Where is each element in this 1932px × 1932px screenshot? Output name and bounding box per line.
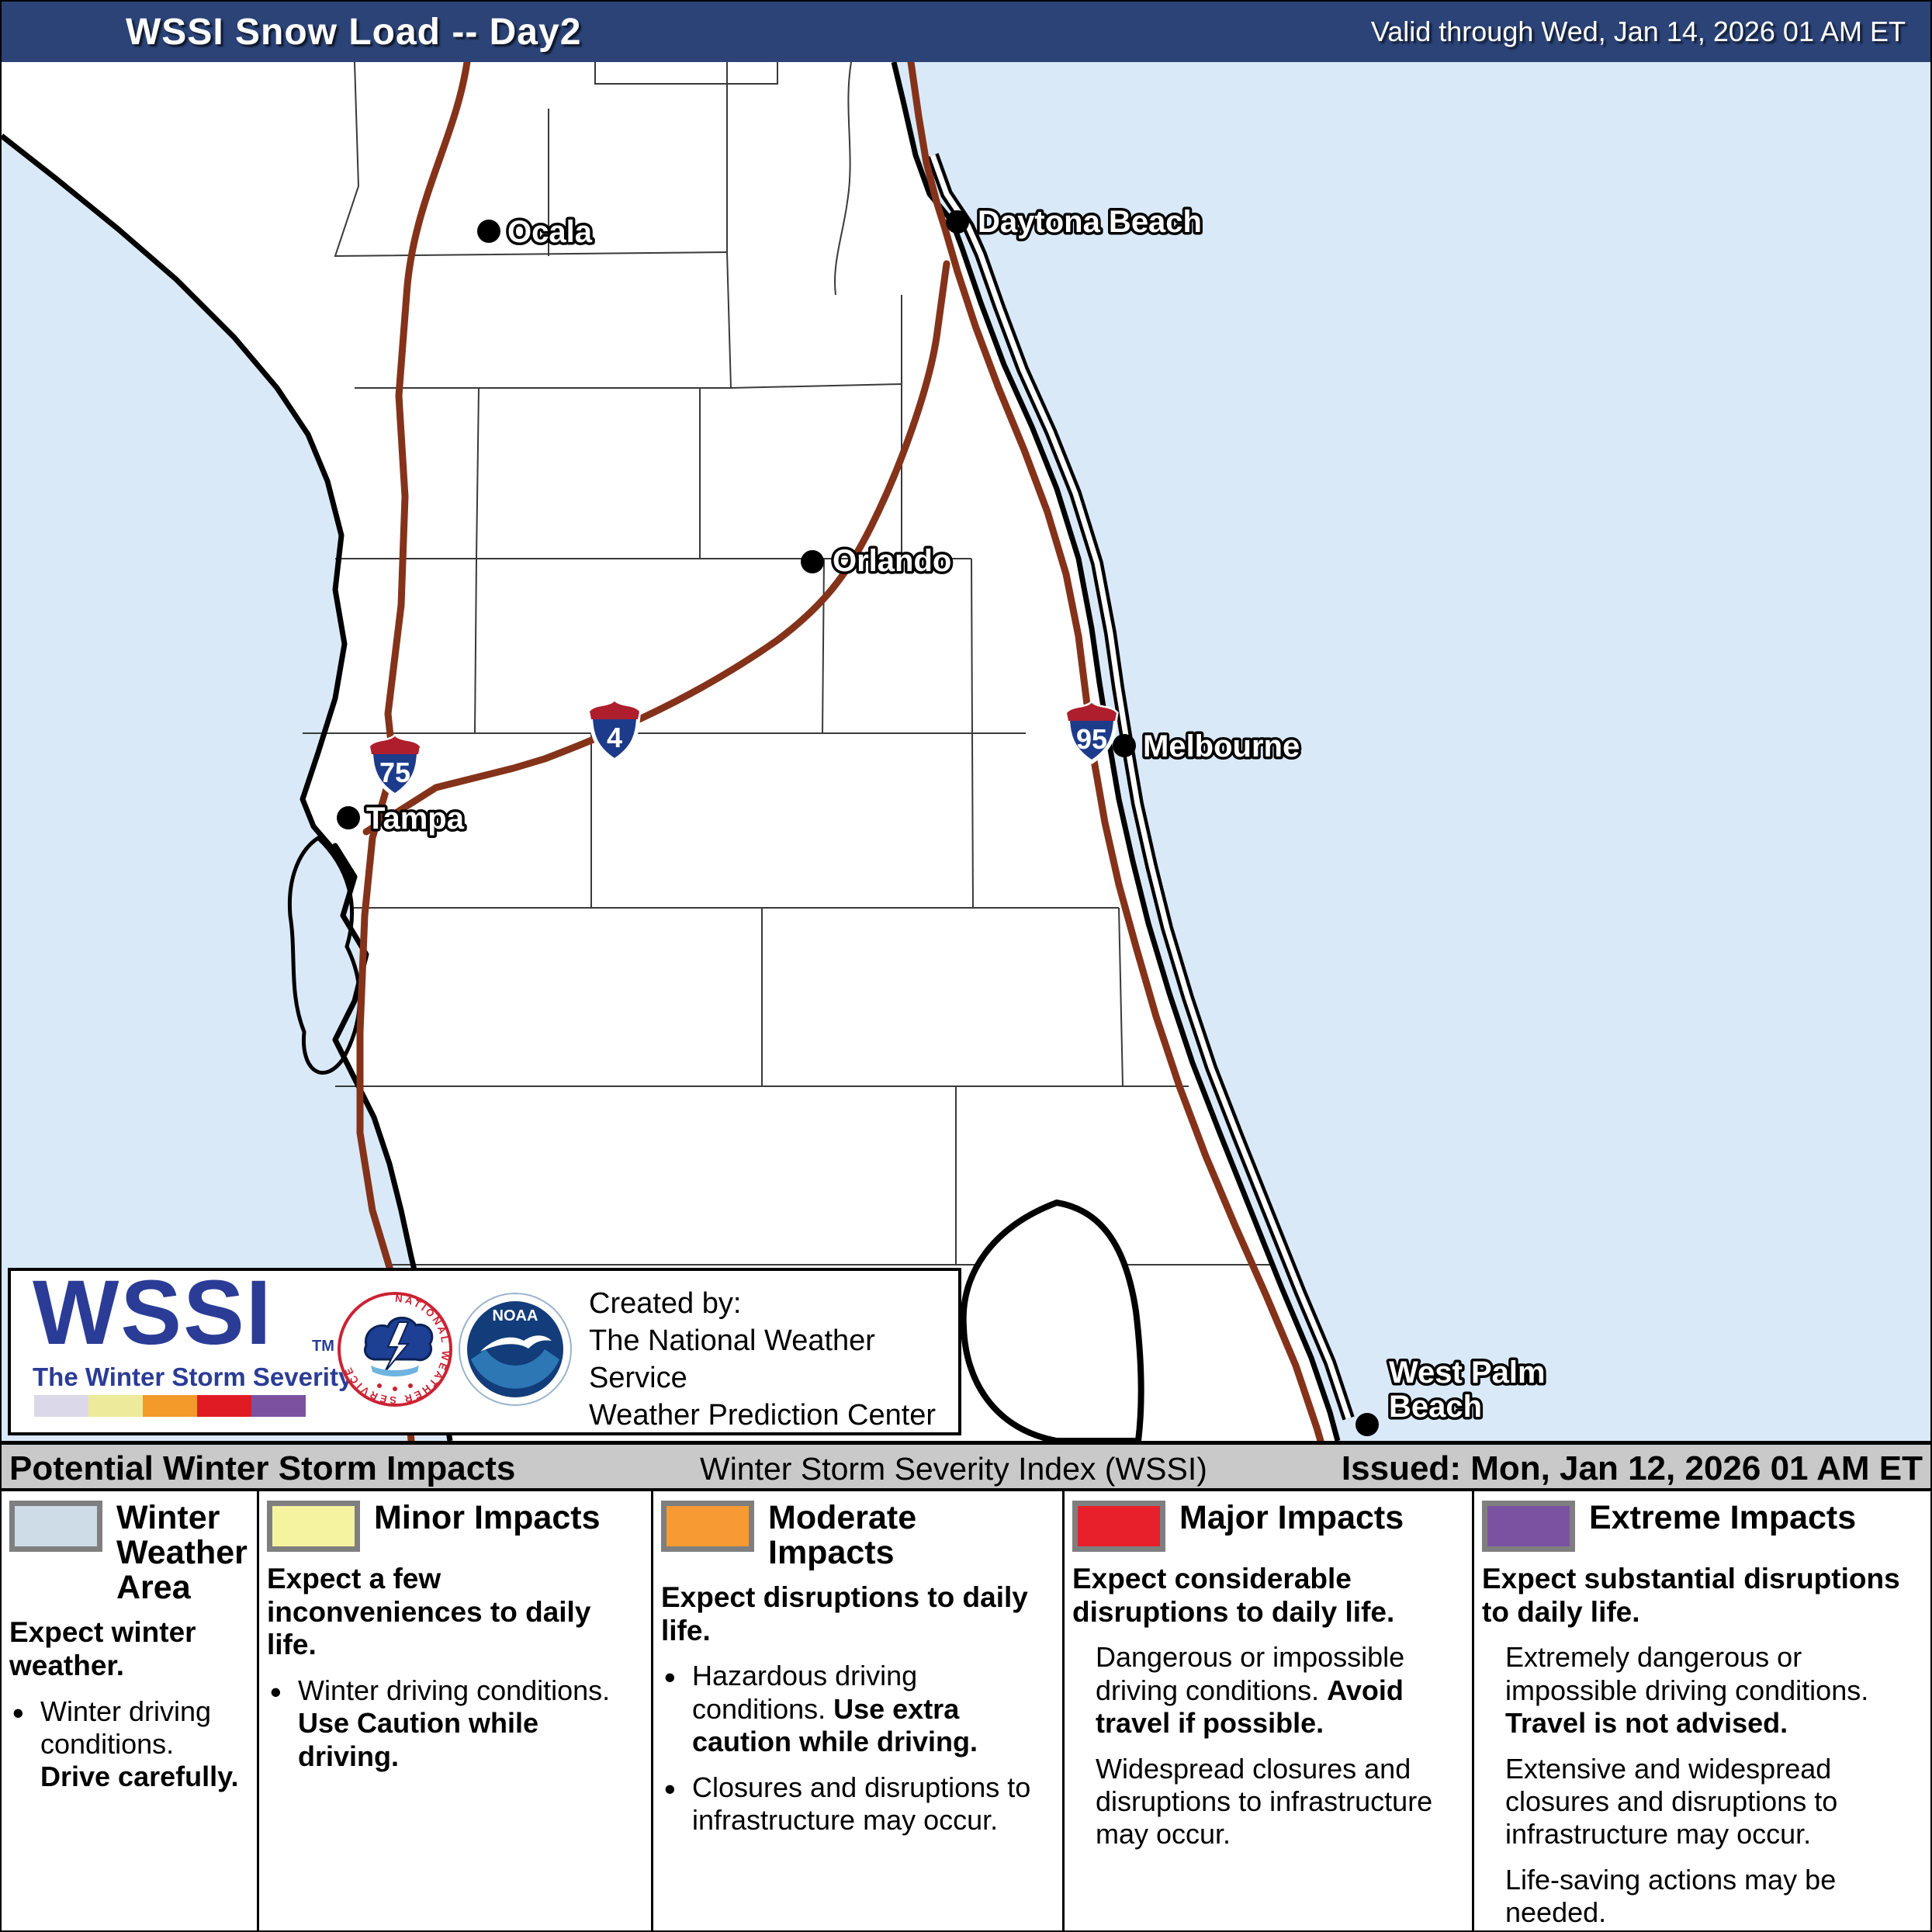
city-dot — [1113, 734, 1136, 757]
created-by-line1: The National Weather Service — [589, 1324, 875, 1394]
legend-detail-item: Extensive and widespread closures and di… — [1505, 1752, 1838, 1851]
wssi-logo-text: WSSI — [33, 1262, 273, 1364]
severity-strip-swatch-2 — [143, 1395, 197, 1417]
legend-column-major-impacts: Major Impacts Expect considerable disrupt… — [1065, 1491, 1474, 1930]
interstate-75-number: 75 — [379, 757, 410, 788]
legend-title: Major Impacts — [1179, 1499, 1404, 1536]
legend-detail-item: Hazardous driving conditions. Use extra … — [661, 1658, 1056, 1758]
city-label: Orlando — [833, 544, 951, 578]
noaa-logo-icon: NOAA — [459, 1293, 572, 1406]
legend-column-moderate-impacts: Moderate Impacts Expect disruptions to da… — [653, 1491, 1065, 1930]
city-markers: Ocala Daytona Beach Orlando Tampa Melbourne W… — [337, 203, 1548, 1436]
legend-title: Moderate Impacts — [768, 1499, 917, 1572]
created-by-line2: Weather Prediction Center — [589, 1399, 937, 1432]
created-by-block: Created by: The National Weather Service… — [589, 1285, 958, 1434]
wssi-severity-color-strip — [34, 1395, 306, 1417]
atlantic-ocean — [894, 62, 1930, 1441]
lake-okeechobee — [960, 1199, 1144, 1441]
legend-column-minor-impacts: Minor Impacts Expect a few inconveniences… — [259, 1491, 653, 1930]
map-canvas: 75 4 95 Ocala Daytona Beach Orlando Tampa Melb… — [2, 62, 1930, 1441]
wssi-trademark: TM — [312, 1338, 334, 1355]
legend-lead-text: Expect substantial disruptions to daily … — [1482, 1563, 1900, 1628]
wssi-subtitle: Winter Storm Severity Index (WSSI) — [700, 1451, 1207, 1487]
noaa-text: NOAA — [493, 1307, 538, 1324]
city-dot — [1356, 1413, 1379, 1436]
interstate-95-shield: 95 — [1065, 700, 1119, 764]
legend-swatch — [1072, 1501, 1165, 1552]
legend-swatch — [661, 1501, 754, 1552]
interstate-4-number: 4 — [607, 722, 622, 753]
severity-strip-swatch-3 — [197, 1395, 251, 1417]
severity-strip-swatch-0 — [34, 1395, 88, 1417]
impact-legend: Winter Weather Area Expect winter weather… — [2, 1491, 1930, 1930]
legend-title: Winter Weather Area — [116, 1499, 248, 1607]
city-label: Tampa — [366, 802, 465, 836]
created-by-label: Created by: — [589, 1287, 742, 1320]
header-bar: WSSI Snow Load -- Day2 Valid through Wed… — [2, 2, 1930, 62]
legend-detail-item: Closures and disruptions to infrastructu… — [661, 1770, 1056, 1837]
florida-map: 75 4 95 Ocala Daytona Beach Orlando Tampa Melb… — [2, 62, 1930, 1441]
legend-detail-item: Widespread closures and disruptions to i… — [1096, 1752, 1433, 1851]
issued-timestamp: Issued: Mon, Jan 12, 2026 01 AM ET — [1341, 1449, 1923, 1487]
city-orlando: Orlando — [801, 542, 954, 581]
page-title: WSSI Snow Load -- Day2 — [126, 11, 582, 53]
gulf-coastline — [2, 133, 453, 1441]
wssi-credit-box: WSSI TM The Winter Storm Severity Index … — [8, 1262, 961, 1435]
interstate-95-number: 95 — [1076, 723, 1107, 755]
city-dot — [337, 806, 360, 829]
legend-detail-item: Dangerous or impossible driving conditio… — [1096, 1641, 1405, 1740]
city-label: Daytona Beach — [978, 205, 1202, 239]
severity-strip-swatch-1 — [88, 1395, 143, 1417]
interstate-4-shield: 4 — [587, 698, 642, 763]
interstate-95-route — [907, 62, 1324, 1441]
city-label: West Palm — [1389, 1356, 1546, 1390]
city-label: Beach — [1389, 1390, 1482, 1424]
legend-detail-item: Extremely dangerous or impossible drivin… — [1505, 1641, 1869, 1740]
interstate-shields: 75 4 95 — [368, 698, 1119, 798]
impacts-bar-title: Potential Winter Storm Impacts — [9, 1449, 516, 1487]
interstate-75-shield: 75 — [368, 733, 422, 798]
city-label: Ocala — [507, 215, 593, 249]
legend-lead-text: Expect considerable disruptions to daily… — [1072, 1563, 1395, 1628]
legend-swatch — [267, 1501, 360, 1552]
issued-bar: Potential Winter Storm Impacts Winter St… — [2, 1441, 1930, 1491]
gulf-of-mexico — [2, 136, 450, 1441]
legend-column-winter-weather-area: Winter Weather Area Expect winter weather… — [2, 1491, 259, 1930]
legend-lead-text: Expect winter weather. — [9, 1616, 196, 1681]
legend-swatch — [1482, 1501, 1575, 1552]
city-dot — [946, 210, 969, 234]
city-daytona-beach: Daytona Beach — [946, 203, 1204, 242]
city-dot — [801, 550, 824, 573]
barrier-islands — [926, 153, 1355, 1421]
city-label: Melbourne — [1143, 729, 1300, 763]
city-dot — [477, 220, 500, 243]
city-tampa: Tampa — [337, 799, 467, 839]
legend-title: Minor Impacts — [374, 1499, 601, 1536]
legend-title: Extreme Impacts — [1589, 1499, 1857, 1536]
legend-lead-text: Expect disruptions to daily life. — [661, 1581, 1028, 1646]
severity-strip-swatch-4 — [251, 1395, 306, 1417]
city-melbourne: Melbourne — [1113, 727, 1303, 767]
city-ocala: Ocala — [477, 213, 595, 252]
legend-column-extreme-impacts: Extreme Impacts Expect substantial disrup… — [1474, 1491, 1930, 1930]
legend-swatch — [9, 1501, 102, 1552]
legend-detail-item: Life-saving actions may be needed. — [1505, 1863, 1837, 1929]
valid-through-text: Valid through Wed, Jan 14, 2026 01 AM ET — [1370, 16, 1906, 47]
legend-detail-item: Winter driving conditions. Drive careful… — [9, 1694, 251, 1794]
interstate-75-route — [356, 62, 471, 1441]
legend-lead-text: Expect a few inconveniences to daily lif… — [267, 1563, 591, 1661]
nws-logo-icon: NATIONAL WEATHER SERVICE — [338, 1292, 452, 1407]
legend-detail-item: Winter driving conditions. Use Caution w… — [267, 1673, 645, 1773]
